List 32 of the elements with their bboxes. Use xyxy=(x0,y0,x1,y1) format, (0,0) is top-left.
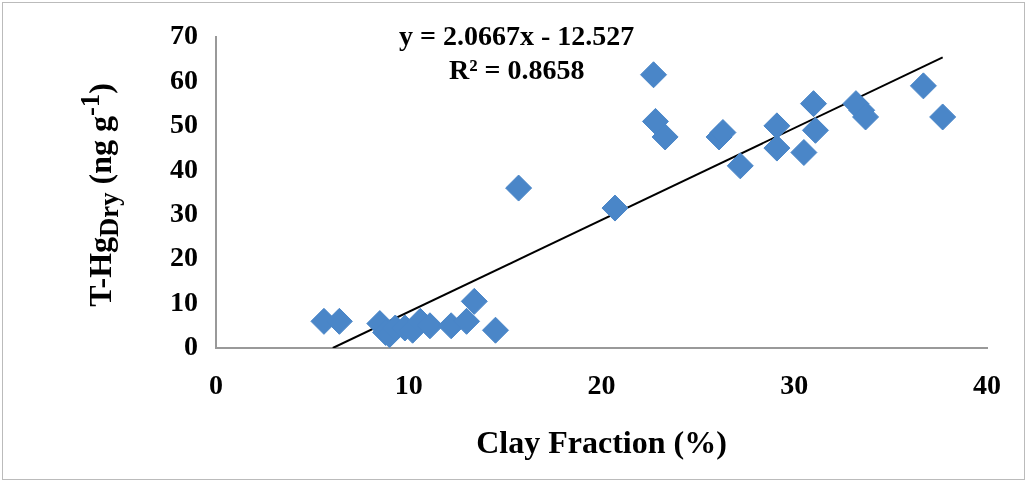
point xyxy=(763,134,791,162)
x-tick-label: 0 xyxy=(209,369,223,401)
y-tick-label: 50 xyxy=(170,108,198,140)
point xyxy=(453,307,481,335)
y-tick-label: 60 xyxy=(170,63,198,95)
point xyxy=(460,287,488,315)
x-axis-title: Clay Fraction (%) xyxy=(476,424,727,461)
point xyxy=(651,123,679,151)
annotation: R² = 0.8658 xyxy=(448,54,585,86)
point xyxy=(800,90,828,118)
point xyxy=(790,139,818,167)
point xyxy=(641,107,669,135)
y-tick-label: 40 xyxy=(170,152,198,184)
x-tick-label: 20 xyxy=(587,369,616,401)
y-tick-label: 70 xyxy=(170,19,198,51)
y-tick-label: 30 xyxy=(170,196,198,228)
point xyxy=(909,72,937,100)
point xyxy=(801,116,829,144)
point xyxy=(601,194,629,222)
point xyxy=(505,174,533,202)
annotation: y = 2.0667x - 12.527 xyxy=(399,20,635,52)
y-tick-label: 20 xyxy=(170,241,198,273)
x-tick-label: 10 xyxy=(394,369,423,401)
point xyxy=(640,61,668,89)
point xyxy=(726,152,754,180)
y-tick-label: 0 xyxy=(184,330,198,362)
y-tick-label: 10 xyxy=(170,285,198,317)
point xyxy=(481,316,509,344)
point xyxy=(763,112,791,140)
x-tick-label: 40 xyxy=(973,369,1001,401)
point xyxy=(929,103,957,131)
x-tick-label: 30 xyxy=(780,369,809,401)
